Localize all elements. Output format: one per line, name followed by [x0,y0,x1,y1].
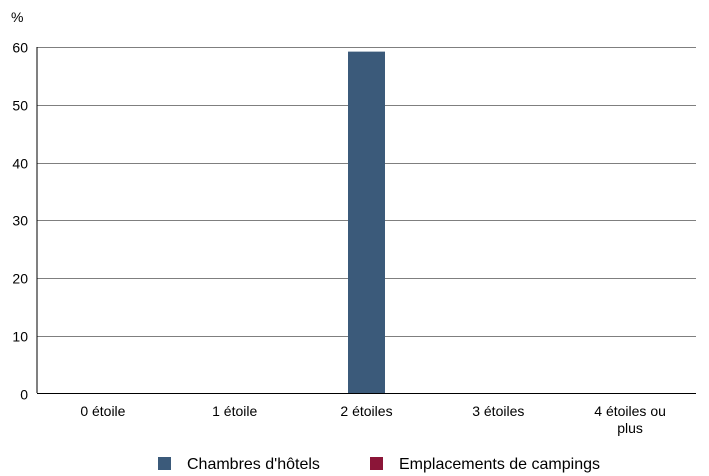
y-tick-label: 30 [12,213,28,229]
x-tick-label-line: 2 étoiles [340,403,392,419]
legend-label: Emplacements de campings [399,456,600,473]
x-axis-ticks: 0 étoile 1 étoile 2 étoiles 3 étoiles 4 étoi… [80,403,666,436]
y-tick-label: 50 [12,98,28,114]
x-tick-label-line: plus [617,420,643,436]
y-axis-unit-label: % [11,9,23,25]
legend: Chambres d'hôtels Emplacements de camping… [158,456,600,473]
x-tick-label-line: 1 étoile [212,403,257,419]
x-tick-label-line: 0 étoile [80,403,125,419]
legend-swatch [370,457,383,470]
bar [348,51,385,394]
y-tick-label: 10 [12,329,28,345]
x-tick-label: 1 étoile [212,403,257,419]
x-tick-label-line: 3 étoiles [472,403,524,419]
y-tick-label: 40 [12,156,28,172]
bars [348,51,385,394]
x-tick-label: 3 étoiles [472,403,524,419]
x-tick-label: 0 étoile [80,403,125,419]
legend-label: Chambres d'hôtels [187,456,320,473]
y-tick-label: 60 [12,40,28,56]
x-tick-label-line: 4 étoiles ou [594,403,666,419]
legend-swatch [158,457,171,470]
y-tick-label: 0 [20,387,28,403]
y-tick-label: 20 [12,271,28,287]
x-tick-label: 2 étoiles [340,403,392,419]
y-axis-ticks: 0 10 20 30 40 50 60 [12,40,28,403]
